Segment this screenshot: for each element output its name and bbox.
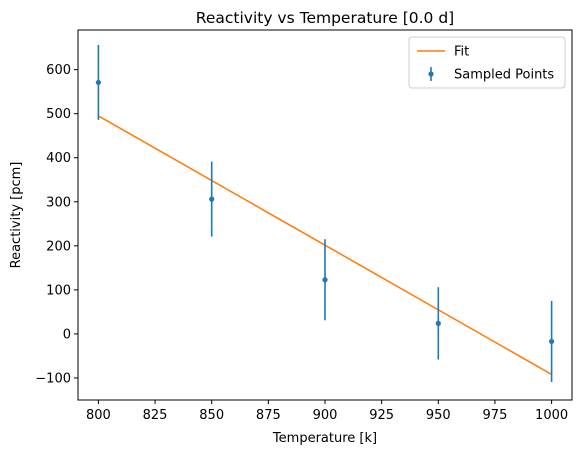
legend-swatch-point: [428, 71, 434, 77]
y-axis: −100 0 100 200 300 400 500 600: [35, 63, 78, 386]
x-tick-label: 950: [426, 408, 451, 423]
y-tick-label: 0: [63, 327, 71, 342]
x-tick-label: 900: [313, 408, 338, 423]
x-tick-label: 975: [483, 408, 508, 423]
y-tick-label: 200: [46, 239, 71, 254]
y-tick-label: 600: [46, 63, 71, 78]
data-point: [209, 196, 215, 202]
y-tick-label: 500: [46, 107, 71, 122]
x-tick-label: 825: [143, 408, 168, 423]
legend-box: [408, 36, 566, 89]
x-axis: 800 825 850 875 900 925 950 975 1000: [86, 400, 568, 423]
data-point: [95, 79, 101, 86]
y-tick-label: 100: [46, 283, 71, 298]
y-tick-label: 400: [46, 151, 71, 166]
data-point: [435, 320, 441, 326]
y-axis-label: Reactivity [pcm]: [9, 162, 24, 269]
y-tick-label: −100: [35, 371, 71, 386]
legend: Fit Sampled Points: [408, 36, 566, 89]
x-tick-label: 850: [199, 408, 224, 423]
x-tick-label: 800: [86, 408, 111, 423]
y-tick-label: 300: [46, 195, 71, 210]
legend-label: Fit: [454, 45, 469, 60]
chart-title: Reactivity vs Temperature [0.0 d]: [196, 9, 454, 27]
x-axis-label: Temperature [k]: [272, 431, 377, 446]
x-tick-label: 875: [256, 408, 281, 423]
data-point: [549, 338, 555, 345]
data-point: [322, 277, 328, 283]
x-tick-label: 1000: [535, 408, 568, 423]
x-tick-label: 925: [369, 408, 394, 423]
plot-area: [95, 44, 555, 382]
legend-label: Sampled Points: [454, 68, 554, 83]
